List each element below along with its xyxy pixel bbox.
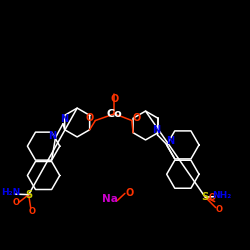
Text: Co: Co — [106, 109, 122, 119]
Text: O: O — [133, 112, 141, 122]
Text: N: N — [152, 126, 160, 136]
Text: O: O — [125, 188, 134, 198]
Text: O: O — [86, 112, 94, 122]
Text: O: O — [110, 94, 118, 104]
Text: O: O — [12, 198, 19, 206]
Text: S: S — [25, 190, 32, 200]
Text: O: O — [216, 205, 223, 214]
Text: S: S — [202, 192, 209, 202]
Text: N: N — [60, 114, 68, 124]
Text: H₂N: H₂N — [2, 188, 21, 198]
Text: N: N — [48, 131, 56, 141]
Text: Na: Na — [102, 194, 117, 204]
Text: O: O — [28, 207, 35, 216]
Text: NH₂: NH₂ — [212, 191, 231, 200]
Text: O: O — [209, 193, 216, 202]
Text: N: N — [166, 136, 174, 146]
